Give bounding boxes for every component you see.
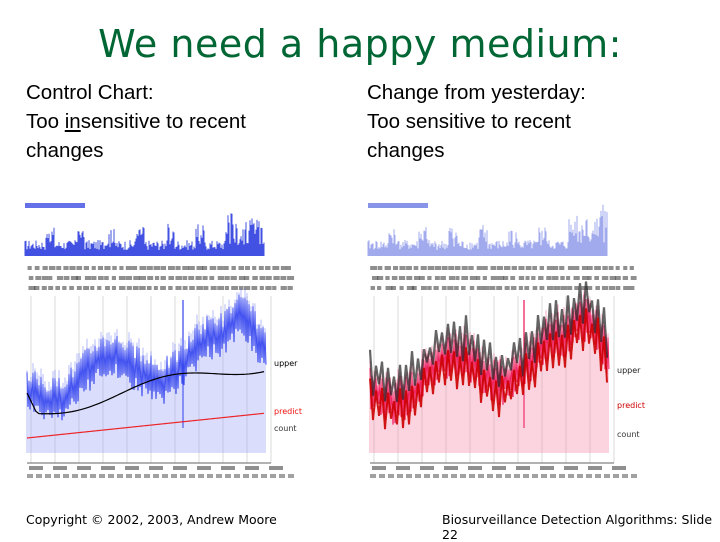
left-desc-underlined: in: [64, 110, 81, 133]
left-heading: Control Chart:: [26, 81, 154, 104]
predict-series: [26, 412, 265, 439]
legend-predict: predict: [617, 401, 645, 410]
count-series: [26, 294, 267, 421]
left-desc-rest: sensitive to recent: [80, 110, 246, 133]
chart-label-rows: [370, 266, 637, 290]
legend-predict: predict: [274, 407, 302, 416]
right-desc-line2: changes: [367, 139, 445, 162]
chart-legend: upper predict count: [617, 366, 645, 439]
control-chart-screenshot: upper predict count: [21, 198, 313, 483]
overview-strip: [24, 213, 265, 256]
left-caption: Control Chart: Too insensitive to recent…: [26, 78, 346, 165]
slide-title: We need a happy medium:: [98, 22, 622, 66]
x-axis-labels: [27, 466, 294, 478]
right-heading: Change from yesterday:: [367, 81, 586, 104]
chart-header-text: [25, 203, 85, 208]
overview-strip: [367, 204, 608, 256]
x-axis-labels: [370, 466, 637, 478]
right-desc-line1: Too sensitive to recent: [367, 110, 571, 133]
control-chart-plot: upper predict count: [24, 203, 302, 478]
copyright-footer: Copyright © 2002, 2003, Andrew Moore: [26, 512, 277, 527]
left-desc-prefix: Too: [26, 110, 65, 133]
change-from-yesterday-screenshot: upper predict count: [364, 198, 656, 483]
upper-series: [368, 281, 609, 403]
chart-label-rows: [27, 266, 295, 290]
legend-upper: upper: [274, 359, 298, 368]
chart-header-text: [368, 203, 428, 208]
legend-upper: upper: [617, 366, 641, 375]
legend-count: count: [274, 424, 297, 433]
slide-number-footer: Biosurveillance Detection Algorithms: Sl…: [442, 512, 713, 542]
left-desc-line2: changes: [26, 139, 104, 162]
predict-series: [369, 308, 608, 430]
plot-grid: [27, 296, 272, 464]
change-from-yesterday-plot: upper predict count: [367, 203, 645, 478]
right-caption: Change from yesterday: Too sensitive to …: [367, 78, 697, 165]
chart-legend: upper predict count: [274, 359, 302, 433]
left-description: Too insensitive to recent: [26, 107, 346, 136]
count-spikes: [26, 288, 266, 453]
upper-series: [26, 371, 265, 415]
legend-count: count: [617, 430, 640, 439]
